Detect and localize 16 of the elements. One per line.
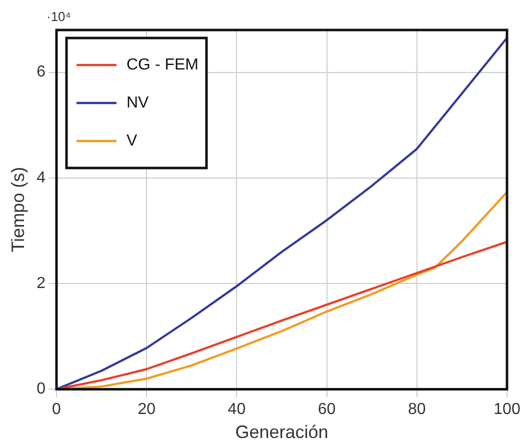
x-tick-label: 100 <box>494 401 520 418</box>
x-tick-label: 80 <box>408 401 426 418</box>
y-tick-label: 0 <box>36 380 46 398</box>
legend-label: CG - FEM <box>126 56 198 74</box>
x-tick-label: 20 <box>138 401 156 418</box>
legend-label: V <box>126 132 138 150</box>
legend-label: NV <box>126 94 150 112</box>
y-axis-title: Tiempo (s) <box>8 166 28 252</box>
x-tick-label: 0 <box>52 401 62 418</box>
y-tick-label: 6 <box>36 64 46 81</box>
x-axis-title: Generación <box>235 422 328 442</box>
y-tick-label: 2 <box>36 274 46 292</box>
x-tick-label: 40 <box>228 401 246 418</box>
y-tick-label: 4 <box>36 169 46 186</box>
x-tick-label: 60 <box>318 401 336 418</box>
text: ·10⁴ <box>46 9 71 24</box>
